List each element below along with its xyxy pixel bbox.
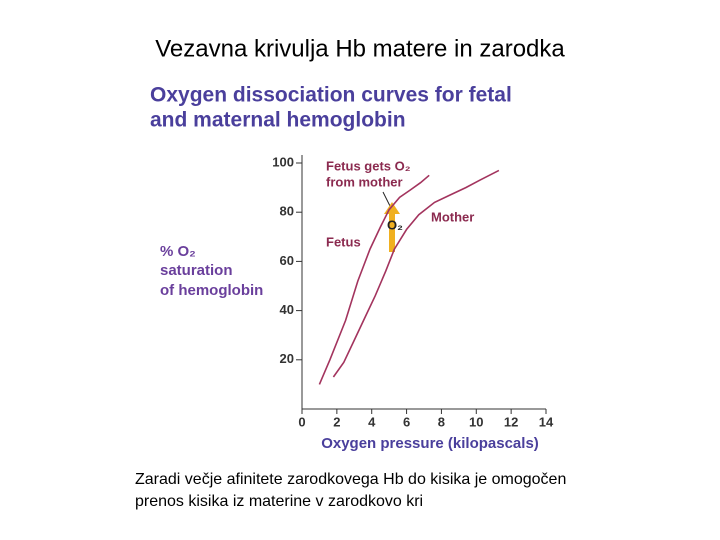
y-axis-label: of hemoglobin — [160, 282, 263, 299]
slide-title: Vezavna krivulja Hb matere in zarodka — [155, 35, 565, 62]
series-label: Mother — [431, 209, 474, 224]
x-tick-label: 14 — [539, 414, 554, 429]
x-axis-label: Oxygen pressure (kilopascals) — [321, 435, 539, 452]
x-tick-label: 0 — [298, 414, 305, 429]
caption-line: prenos kisika iz materine v zarodkovo kr… — [135, 493, 423, 510]
x-tick-label: 4 — [368, 414, 376, 429]
chart-title: Oxygen dissociation curves for fetal — [150, 84, 512, 107]
caption-line: Zaradi večje afinitete zarodkovega Hb do… — [135, 471, 566, 488]
y-tick-label: 60 — [280, 253, 294, 268]
x-tick-label: 8 — [438, 414, 445, 429]
arrow-label: O₂ — [387, 217, 403, 232]
x-tick-label: 6 — [403, 414, 410, 429]
y-axis-label: % O₂ — [160, 243, 196, 260]
y-tick-label: 20 — [280, 351, 294, 366]
curve — [332, 169, 500, 378]
curve — [318, 174, 430, 385]
y-tick-label: 100 — [272, 154, 294, 169]
annotation: from mother — [326, 174, 403, 189]
x-tick-label: 10 — [469, 414, 483, 429]
arrow-head — [384, 202, 400, 214]
series-label: Fetus — [326, 234, 361, 249]
y-axis-label: saturation — [160, 262, 233, 279]
y-tick-label: 40 — [280, 302, 294, 317]
x-tick-label: 2 — [333, 414, 340, 429]
y-tick-label: 80 — [280, 204, 294, 219]
chart-title: and maternal hemoglobin — [150, 109, 406, 132]
annotation: Fetus gets O₂ — [326, 158, 411, 173]
x-tick-label: 12 — [504, 414, 518, 429]
